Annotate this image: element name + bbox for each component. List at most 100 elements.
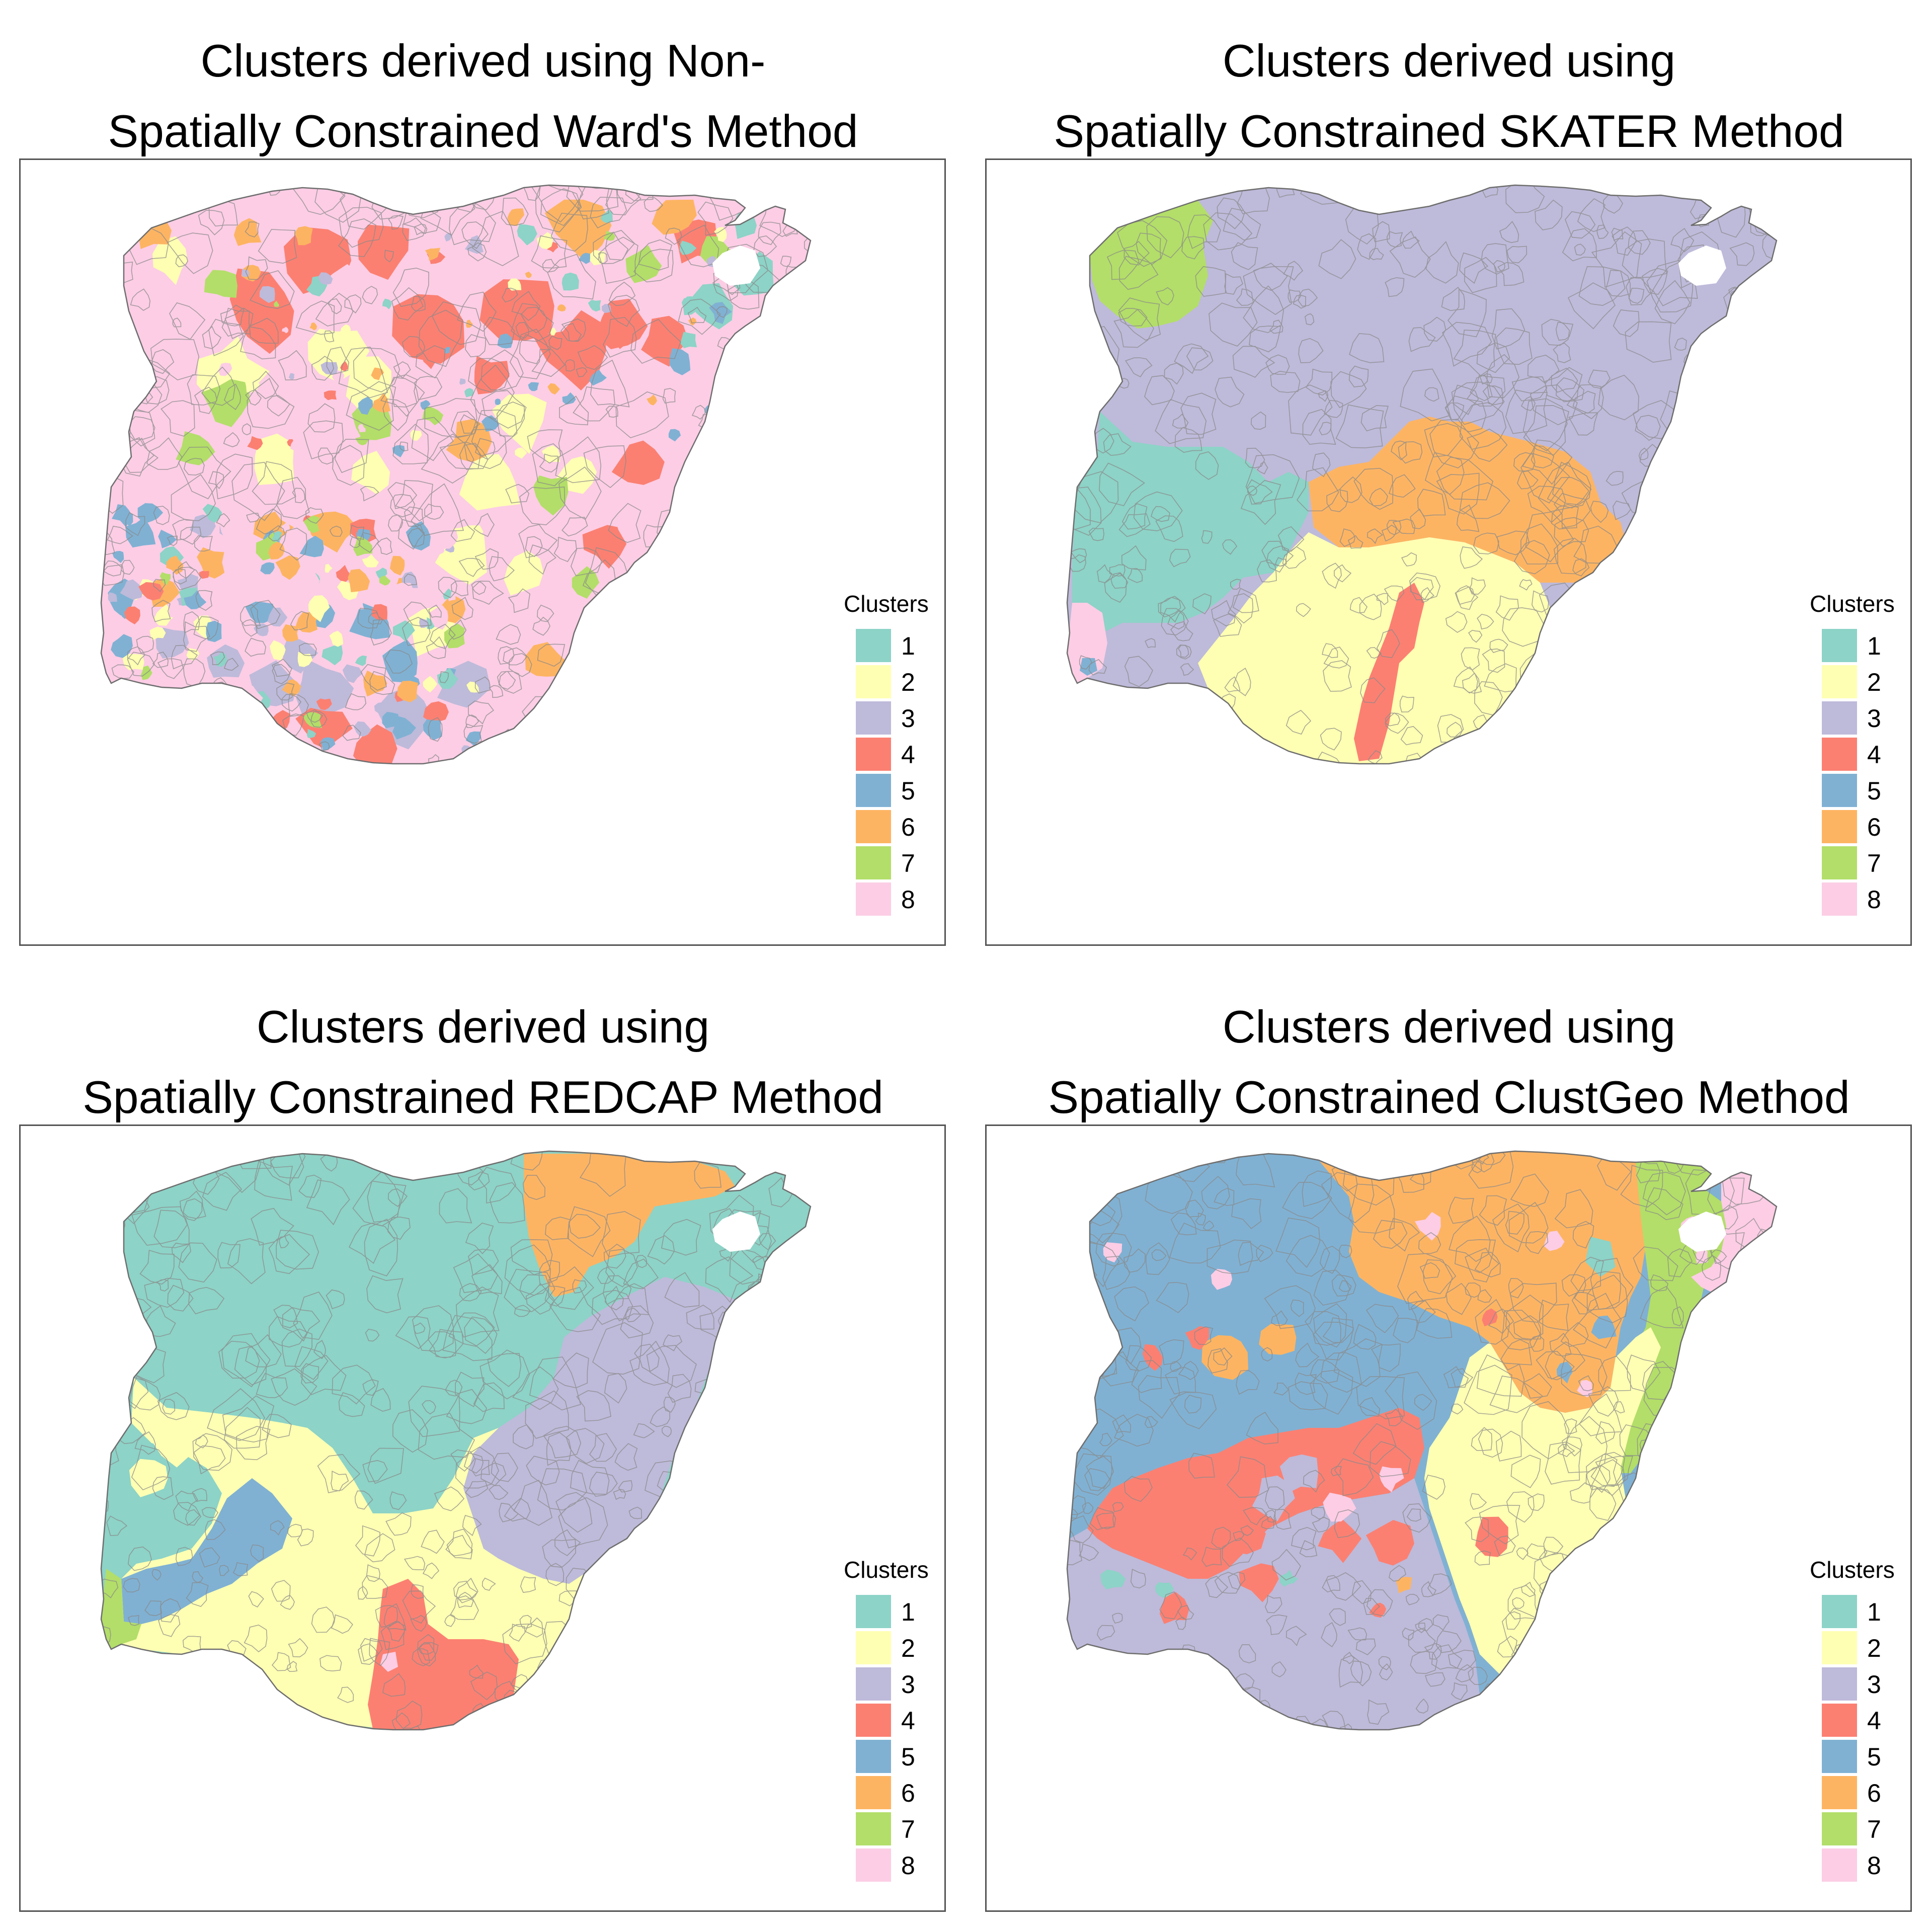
cluster-patch-4 [138, 582, 164, 601]
cluster-patch-4 [1365, 1520, 1414, 1566]
cluster-patch-1 [1100, 1569, 1126, 1590]
cluster-patch-2 [208, 742, 226, 757]
cluster-patch-2 [129, 1459, 168, 1497]
legend-label: 6 [901, 813, 915, 841]
panel-title: Clusters derived using Spatially Constra… [986, 26, 1912, 167]
country-outline [1066, 184, 1778, 765]
legend-label: 3 [1867, 1670, 1881, 1699]
cluster-patch-1 [588, 299, 601, 312]
cluster-patch-5 [444, 347, 451, 354]
legend-label: 7 [901, 1815, 915, 1843]
map-frame: Clusters 1 2 3 4 5 6 7 8 [985, 158, 1912, 946]
legend-swatch [856, 701, 891, 735]
country-outline [100, 1150, 812, 1731]
panel-title-line-2: Spatially Constrained ClustGeo Method [1048, 1072, 1850, 1123]
cluster-patch-6 [241, 265, 261, 282]
cluster-patch-4 [392, 294, 465, 364]
cluster-region-4 [1354, 583, 1424, 761]
legend-swatch [856, 882, 891, 916]
panel-title: Clusters derived using Spatially Constra… [986, 992, 1912, 1133]
legend-item-5: 5 [816, 1739, 931, 1775]
cluster-patch-4 [247, 436, 263, 450]
cluster-patch-1 [679, 240, 697, 255]
panel-title-line-2: Spatially Constrained Ward's Method [108, 106, 858, 157]
cluster-patch-7 [233, 743, 251, 759]
legend-item-6: 6 [816, 1775, 931, 1811]
map-panel-skater: Clusters derived using Spatially Constra… [966, 0, 1932, 966]
legend-label: 5 [901, 777, 915, 805]
cluster-patch-1 [600, 209, 613, 223]
legend-swatch [1822, 846, 1857, 879]
cluster-patch-8 [219, 516, 244, 542]
cluster-patch-2 [715, 381, 734, 403]
cluster-patch-2 [270, 640, 286, 661]
cluster-patch-4 [422, 350, 437, 369]
cluster-patch-5 [158, 529, 177, 548]
cluster-patch-8 [437, 577, 453, 594]
cluster-patch-5 [125, 517, 156, 548]
cluster-patch-1 [517, 224, 537, 246]
cluster-patch-5 [137, 503, 164, 524]
cluster-patch-7 [204, 270, 237, 298]
panel-title-line-1: Clusters derived using [1222, 1002, 1676, 1053]
cluster-patch-6 [275, 555, 300, 580]
legend-item-1: 1 [1782, 1594, 1897, 1630]
cluster-region-4 [1087, 1408, 1424, 1579]
legend-item-4: 4 [1782, 1703, 1897, 1739]
cluster-patch-3 [354, 721, 371, 737]
legend-item-5: 5 [816, 773, 931, 809]
cluster-patch-3 [444, 232, 452, 242]
legend-item-1: 1 [1782, 628, 1897, 664]
lake-chad [712, 1212, 760, 1252]
legend-item-5: 5 [1782, 1739, 1897, 1775]
cluster-patch-4 [533, 310, 606, 391]
cluster-patch-2 [149, 1409, 194, 1468]
cluster-patch-2 [308, 595, 330, 622]
legend-swatch [1822, 738, 1857, 771]
legend-item-6: 6 [1782, 809, 1897, 845]
legend-item-4: 4 [816, 1703, 931, 1739]
legend-label: 6 [901, 1779, 915, 1807]
cluster-patch-7 [159, 572, 171, 585]
legend-label: 4 [1867, 741, 1881, 769]
cluster-patch-8 [261, 227, 269, 236]
cluster-patch-8 [245, 637, 265, 659]
legend-item-3: 3 [1782, 1666, 1897, 1703]
country-outline [1066, 1150, 1778, 1731]
legend-label: 8 [901, 1852, 915, 1880]
legend-item-3: 3 [816, 700, 931, 737]
cluster-patch-6 [525, 271, 532, 278]
legend-list: 1 2 3 4 5 6 7 8 [1782, 1594, 1897, 1884]
lake-chad [712, 246, 760, 286]
cluster-patch-6 [547, 383, 560, 395]
panel-title-line-1: Clusters derived using Non- [200, 36, 766, 87]
cluster-patch-5 [1556, 1361, 1573, 1384]
cluster-region-3 [463, 1277, 735, 1584]
cluster-region-7 [101, 1569, 141, 1649]
legend-label: 7 [901, 849, 915, 877]
cluster-fill-layer [1067, 185, 1777, 764]
legend-label: 5 [1867, 1743, 1881, 1771]
cluster-patch-6 [557, 304, 566, 311]
cluster-patch-2 [515, 447, 527, 459]
cluster-patch-1 [321, 645, 343, 666]
cluster-patch-2 [541, 445, 560, 463]
cluster-patch-7 [274, 301, 279, 307]
legend-swatch [856, 1595, 891, 1628]
cluster-patch-8 [218, 570, 234, 587]
cluster-patch-4 [316, 698, 332, 710]
cluster-patch-3 [267, 607, 288, 627]
cluster-patch-6 [390, 555, 405, 576]
choropleth-map [1066, 184, 1778, 765]
legend-swatch [856, 1812, 891, 1845]
legend: Clusters 1 2 3 4 5 6 7 8 [816, 1555, 931, 1884]
cluster-patch-4 [606, 326, 626, 349]
cluster-patch-1 [382, 298, 392, 309]
cluster-patch-6 [544, 199, 612, 262]
cluster-patch-2 [351, 451, 390, 495]
legend-item-7: 7 [816, 1811, 931, 1847]
map-frame: Clusters 1 2 3 4 5 6 7 8 [19, 1124, 946, 1912]
cluster-patch-6 [306, 511, 358, 553]
cluster-patch-3 [459, 378, 466, 385]
cluster-patch-8 [1414, 1212, 1441, 1241]
